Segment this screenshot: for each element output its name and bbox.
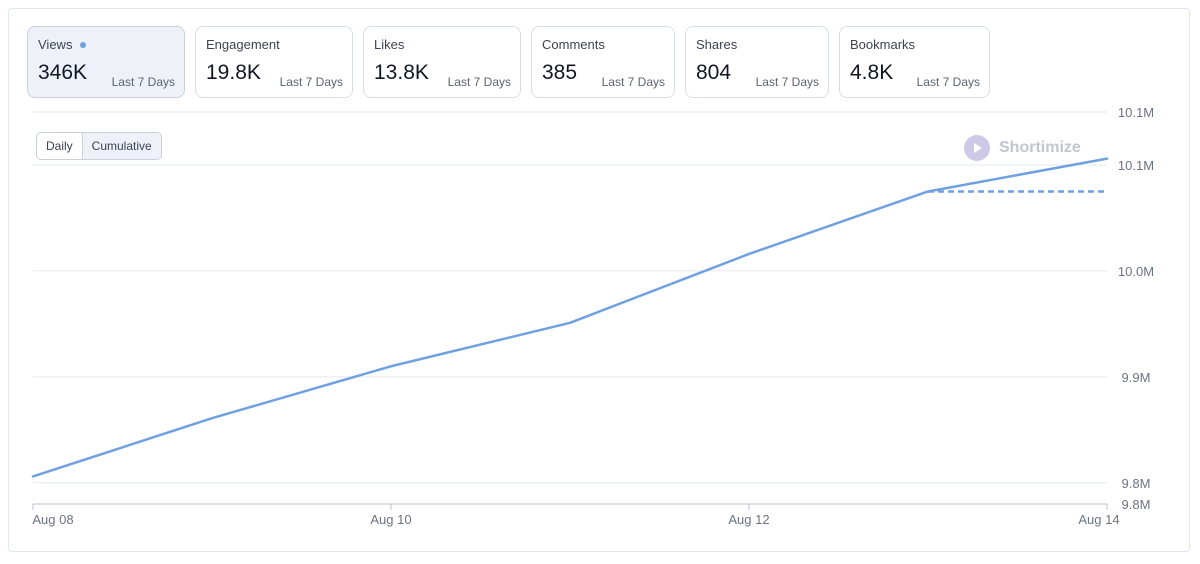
metric-label: Likes [374,37,405,52]
metric-value: 385 [542,61,578,84]
metric-value: 804 [696,61,732,84]
metric-period: Last 7 Days [111,75,175,89]
metric-card-likes[interactable]: Likes 13.8K Last 7 Days [363,26,521,98]
play-logo-icon [964,135,990,161]
y-axis-labels: 9.8M 9.8M 9.9M 10.0M 10.1M 10.1M [1118,105,1154,512]
active-indicator-dot [80,41,87,48]
view-mode-toggle: Daily Cumulative [36,132,162,160]
metric-period: Last 7 Days [916,75,980,89]
metric-value: 4.8K [850,61,894,84]
metric-card-shares[interactable]: Shares 804 Last 7 Days [685,26,829,98]
y-tick-label: 10.1M [1118,158,1154,173]
metric-value: 13.8K [374,61,429,84]
chart-series [31,157,1109,478]
metric-label: Bookmarks [850,37,916,52]
y-tick-label: 10.0M [1118,264,1154,279]
y-tick-label: 9.9M [1122,370,1151,385]
x-axis: Aug 08 Aug 10 Aug 12 Aug 14 [32,503,1120,527]
x-tick-label: Aug 08 [32,512,73,527]
metric-label: Views [38,37,73,52]
metric-card-comments[interactable]: Comments 385 Last 7 Days [531,26,675,98]
y-tick-label: 9.8M [1122,497,1151,512]
cumulative-toggle-button[interactable]: Cumulative [81,133,161,159]
brand-name: Shortimize [999,139,1081,156]
chart-grid [33,111,1107,484]
metric-value: 346K [38,61,88,84]
daily-toggle-button[interactable]: Daily [46,139,73,153]
metric-label: Shares [696,37,738,52]
y-tick-label: 10.1M [1118,105,1154,120]
metric-period: Last 7 Days [447,75,511,89]
metric-card-views[interactable]: Views 346K Last 7 Days [27,26,185,98]
x-tick-label: Aug 12 [728,512,769,527]
y-tick-label: 9.8M [1122,476,1151,491]
metric-period: Last 7 Days [755,75,819,89]
x-tick-label: Aug 10 [370,512,411,527]
metric-card-engagement[interactable]: Engagement 19.8K Last 7 Days [195,26,353,98]
x-tick-label: Aug 14 [1078,512,1119,527]
metric-label: Engagement [206,37,280,52]
brand-watermark: Shortimize [964,134,1081,162]
metric-card-bookmarks[interactable]: Bookmarks 4.8K Last 7 Days [839,26,990,98]
views-series-line [31,157,1109,478]
metric-period: Last 7 Days [601,75,665,89]
metric-label: Comments [542,37,605,52]
metric-value: 19.8K [206,61,261,84]
metric-period: Last 7 Days [279,75,343,89]
chart-panel [8,8,1190,552]
